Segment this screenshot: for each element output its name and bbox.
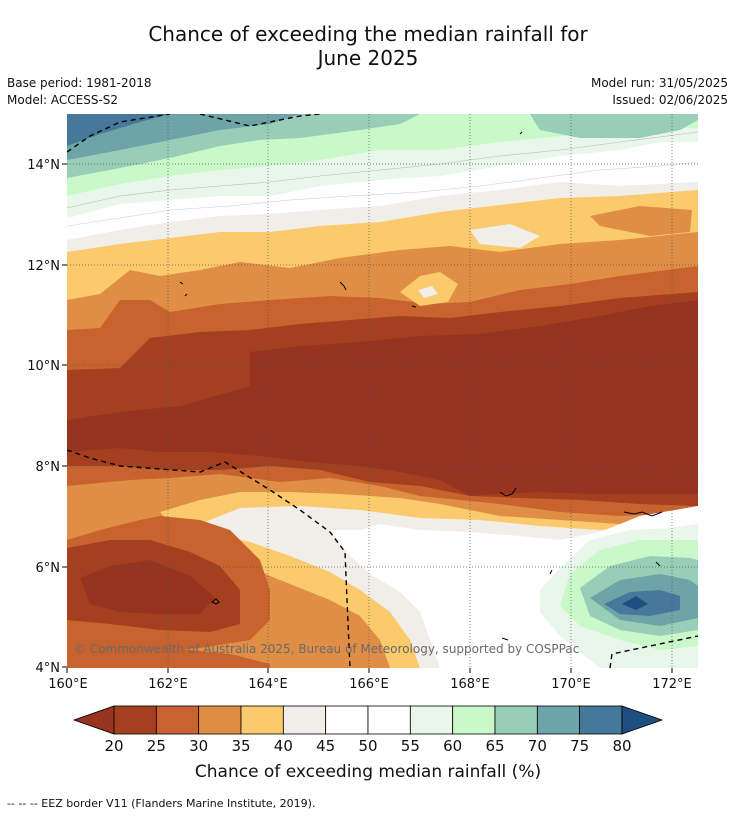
lon-tick-label: 168°E <box>450 677 490 692</box>
lon-tick-label: 160°E <box>48 677 88 692</box>
colorbar-segment <box>325 705 369 735</box>
colorbar-under-arrow <box>72 705 115 735</box>
islands <box>179 131 663 641</box>
lat-tick-label: 4°N <box>36 661 61 676</box>
colorbar-tick-label: 35 <box>231 737 250 755</box>
colorbar-tick-label: 45 <box>316 737 335 755</box>
issued-date: Issued: 02/06/2025 <box>612 93 728 107</box>
colorbar-segment <box>198 705 242 735</box>
eez-borders <box>67 114 698 668</box>
colorbar-segment <box>409 705 454 735</box>
band-75-80-north <box>67 114 170 146</box>
model-run: Model run: 31/05/2025 <box>590 76 728 90</box>
colorbar-tick-label: 70 <box>528 737 547 755</box>
colorbar-tick-label: 60 <box>443 737 462 755</box>
colorbar-segment <box>113 705 157 735</box>
colorbar: 20 25 30 35 40 45 50 55 60 65 70 75 80 <box>72 705 664 755</box>
lon-axis: 160°E 162°E 164°E 166°E 168°E 170°E 172°… <box>48 668 692 692</box>
colorbar-segment <box>452 705 496 735</box>
lat-axis: 14°N 12°N 10°N 8°N 6°N 4°N <box>27 158 67 676</box>
chart-title-line2: June 2025 <box>317 46 419 70</box>
band-25-30-bottom <box>67 640 270 668</box>
eez-footnote: -- -- -- EEZ border V11 (Flanders Marine… <box>7 797 316 810</box>
lon-tick-label: 172°E <box>652 677 692 692</box>
colorbar-tick-label: 40 <box>274 737 293 755</box>
lon-tick-label: 170°E <box>551 677 591 692</box>
colorbar-segment <box>536 705 581 735</box>
colorbar-tick-label: 65 <box>485 737 504 755</box>
colorbar-tick-label: 25 <box>147 737 166 755</box>
lat-tick-label: 14°N <box>27 158 60 173</box>
patch-30-35-ne <box>590 206 692 236</box>
eye-40-45 <box>418 286 438 298</box>
contour-field <box>67 114 698 668</box>
base-period: Base period: 1981-2018 <box>7 76 152 90</box>
patch-40-45-center <box>470 224 540 248</box>
lat-tick-label: 10°N <box>27 359 60 374</box>
lat-tick-label: 12°N <box>27 259 60 274</box>
colorbar-segment <box>494 705 538 735</box>
colorbar-segment <box>240 705 284 735</box>
band-above-80-south <box>622 596 648 610</box>
colorbar-tick-label: 30 <box>189 737 208 755</box>
band-below-20 <box>67 300 698 496</box>
chart-title: Chance of exceeding the median rainfall … <box>0 22 736 70</box>
gridlines <box>67 114 698 668</box>
lat-tick-label: 8°N <box>36 460 61 475</box>
colorbar-tick-label: 75 <box>570 737 589 755</box>
lon-tick-label: 166°E <box>349 677 389 692</box>
lat-tick-label: 6°N <box>36 561 61 576</box>
colorbar-tick-label: 50 <box>358 737 377 755</box>
colorbar-title: Chance of exceeding median rainfall (%) <box>194 762 542 782</box>
band-65-70-northeast <box>530 114 698 138</box>
colorbar-segment <box>282 705 327 735</box>
colorbar-tick-label: 55 <box>401 737 420 755</box>
colorbar-tick-label: 20 <box>104 737 123 755</box>
band-below-20-sw <box>80 560 215 614</box>
meta-right: Model run: 31/05/2025 Issued: 02/06/2025 <box>591 75 728 109</box>
model-name: Model: ACCESS-S2 <box>7 93 119 107</box>
colorbar-segment <box>579 705 623 735</box>
colorbar-over-arrow <box>621 705 664 735</box>
colorbar-tick-label: 80 <box>612 737 631 755</box>
lon-tick-label: 162°E <box>148 677 188 692</box>
colorbar-segment <box>367 705 411 735</box>
colorbar-segment <box>155 705 200 735</box>
lon-tick-label: 164°E <box>248 677 288 692</box>
map-copyright: © Commonwealth of Australia 2025, Bureau… <box>74 642 579 656</box>
meta-left: Base period: 1981-2018 Model: ACCESS-S2 <box>7 75 152 109</box>
chart-title-line1: Chance of exceeding the median rainfall … <box>148 22 588 46</box>
